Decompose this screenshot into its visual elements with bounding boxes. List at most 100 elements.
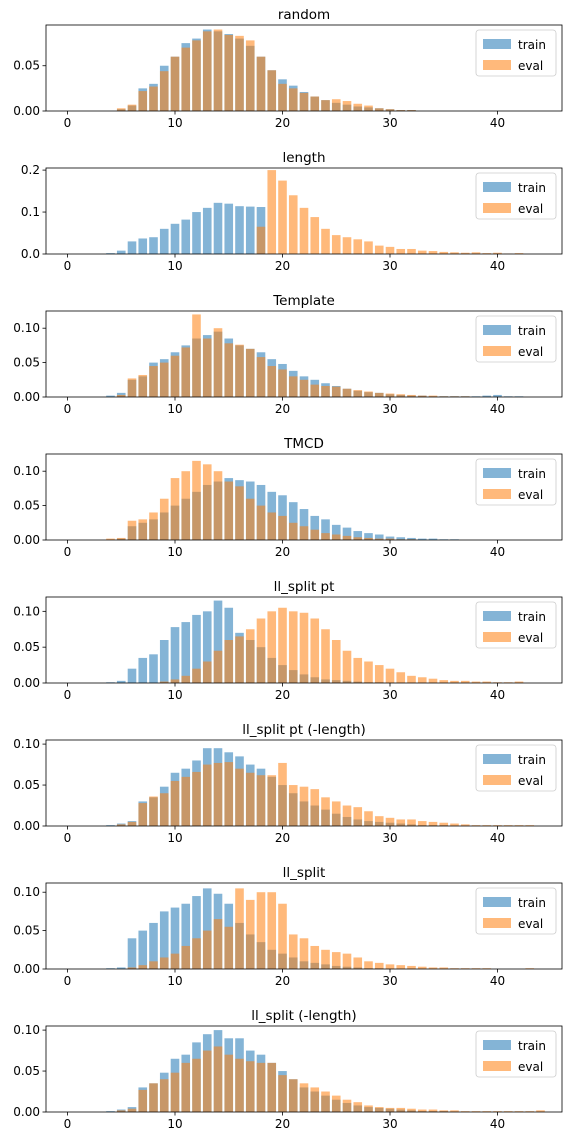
bar — [417, 966, 427, 969]
bar — [106, 825, 115, 826]
legend-swatch-train — [483, 611, 511, 621]
bar — [407, 965, 416, 969]
bar — [374, 534, 384, 540]
bar — [342, 650, 352, 683]
bar — [170, 953, 180, 969]
bar — [331, 235, 341, 254]
bar — [342, 101, 352, 111]
bar — [288, 522, 298, 540]
bar — [138, 657, 148, 683]
bar — [159, 1079, 169, 1112]
bar — [460, 824, 470, 826]
bar — [192, 460, 201, 540]
bar — [331, 640, 341, 683]
bar — [353, 807, 363, 826]
x-tick-label: 20 — [275, 402, 290, 416]
bar — [213, 471, 223, 540]
bar — [224, 34, 234, 111]
bar — [138, 238, 148, 254]
bar — [310, 96, 320, 111]
bar — [364, 961, 373, 969]
bar — [159, 498, 169, 540]
series-eval — [159, 607, 524, 683]
y-tick-label: 0.10 — [13, 885, 40, 899]
bar — [342, 953, 352, 969]
bar — [192, 212, 201, 254]
bar — [149, 796, 158, 826]
bar — [331, 534, 341, 540]
bar — [396, 248, 406, 254]
bar — [353, 239, 363, 254]
bar — [428, 1109, 438, 1112]
bar — [493, 252, 502, 254]
bar — [159, 71, 169, 111]
y-tick-label: 0.05 — [13, 924, 40, 938]
x-tick-label: 40 — [490, 402, 505, 416]
bar — [245, 1061, 255, 1112]
legend-swatch-train — [483, 754, 511, 764]
bar — [116, 537, 126, 540]
x-tick-label: 20 — [275, 831, 290, 845]
bar — [385, 1107, 395, 1112]
bar — [385, 964, 395, 969]
bar — [396, 819, 406, 826]
bar — [149, 922, 158, 969]
series-eval — [256, 170, 524, 254]
bar — [202, 661, 212, 683]
bar — [331, 99, 341, 111]
bar — [127, 668, 137, 683]
bar — [396, 672, 406, 683]
bar — [396, 537, 406, 540]
legend-label-eval: eval — [518, 59, 543, 73]
bar — [213, 202, 223, 254]
bar — [321, 797, 330, 826]
y-tick-label: 0.05 — [13, 499, 40, 513]
bar — [149, 654, 158, 683]
legend-swatch-eval — [483, 60, 511, 70]
x-tick-label: 20 — [275, 545, 290, 559]
bar — [170, 56, 180, 111]
x-tick-label: 30 — [382, 831, 397, 845]
bar — [127, 104, 137, 111]
bar — [310, 529, 320, 540]
bar — [482, 681, 492, 683]
bar — [321, 385, 330, 397]
bar — [235, 486, 244, 540]
bar — [138, 519, 148, 540]
bar — [159, 957, 169, 969]
legend-label-train: train — [518, 38, 546, 52]
bar — [267, 512, 277, 540]
legend-label-train: train — [518, 610, 546, 624]
bar — [331, 386, 341, 397]
bar — [331, 524, 341, 540]
bar — [353, 1102, 363, 1112]
bar — [471, 1111, 481, 1112]
subplot-title: length — [282, 150, 325, 166]
bar — [439, 967, 449, 969]
bar — [181, 471, 191, 540]
bar — [192, 896, 201, 969]
bar — [299, 1083, 309, 1112]
bar — [288, 1079, 298, 1112]
bar — [181, 47, 191, 111]
bar — [278, 607, 287, 683]
subplot-5: ll_split pt 0 10 20 30 40 0.00 0.05 0.10 train eva… — [13, 579, 563, 702]
bar — [224, 640, 234, 683]
bar — [503, 825, 513, 826]
axes-frame — [45, 24, 563, 112]
bar — [331, 1095, 341, 1112]
bar — [127, 938, 137, 969]
bar — [181, 347, 191, 397]
y-tick-label: 0.00 — [13, 1105, 40, 1119]
bar — [127, 241, 137, 254]
bar — [181, 945, 191, 969]
x-tick-label: 40 — [490, 688, 505, 702]
bar — [170, 223, 180, 254]
bar — [514, 1111, 524, 1112]
x-tick-label: 10 — [167, 259, 182, 273]
bar — [321, 949, 330, 969]
legend-label-eval: eval — [518, 774, 543, 788]
bar — [299, 526, 309, 540]
bar — [385, 109, 395, 111]
axes-frame — [45, 453, 563, 541]
